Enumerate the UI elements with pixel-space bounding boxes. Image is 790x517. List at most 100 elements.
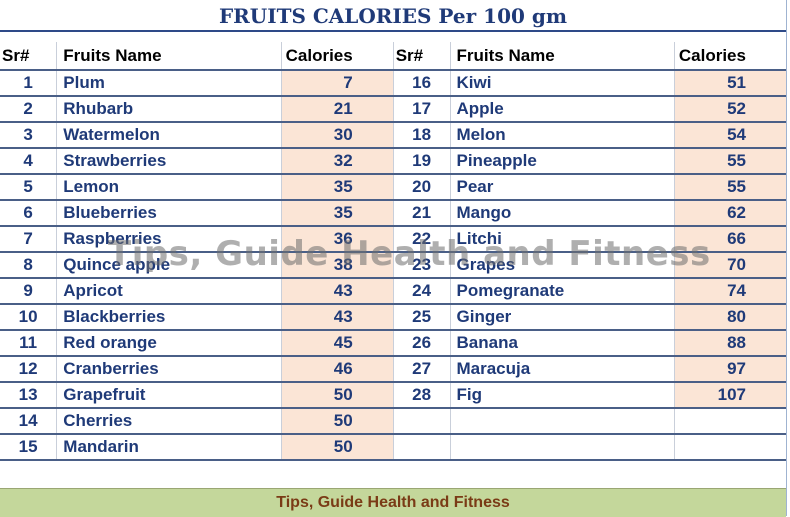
cell-fruit-name-right: Kiwi <box>449 70 675 97</box>
table-row: 6 Blueberries 35 21 Mango 62 <box>0 200 786 227</box>
cell-sr-left: 9 <box>0 278 57 305</box>
cell-sr-left: 8 <box>0 252 57 279</box>
table-row: 14 Cherries 50 <box>0 408 786 435</box>
calories-table: Sr# Fruits Name Calories Sr# Fruits Name… <box>0 42 786 461</box>
cell-sr-right: 18 <box>392 122 450 149</box>
cell-sr-right: 16 <box>392 70 450 97</box>
cell-fruit-name-left: Raspberries <box>56 226 282 253</box>
cell-sr-right <box>392 408 450 435</box>
cell-calories-right: 74 <box>673 278 786 305</box>
cell-calories-right: 54 <box>673 122 786 149</box>
cell-fruit-name-right: Fig <box>449 382 675 409</box>
cell-sr-right: 26 <box>392 330 450 357</box>
cell-sr-right: 25 <box>392 304 450 331</box>
table-row: 2 Rhubarb 21 17 Apple 52 <box>0 96 786 123</box>
table-title: FRUITS CALORIES Per 100 gm <box>0 0 786 32</box>
cell-calories-right: 107 <box>673 382 786 409</box>
cell-sr-left: 4 <box>0 148 57 175</box>
table-row: 12 Cranberries 46 27 Maracuja 97 <box>0 356 786 383</box>
cell-calories-left: 46 <box>280 356 394 383</box>
table-row: 7 Raspberries 36 22 Litchi 66 <box>0 226 786 253</box>
cell-sr-left: 5 <box>0 174 57 201</box>
header-row: Sr# Fruits Name Calories Sr# Fruits Name… <box>0 42 786 71</box>
cell-fruit-name-left: Plum <box>56 70 282 97</box>
cell-fruit-name-left: Watermelon <box>56 122 282 149</box>
cell-sr-left: 6 <box>0 200 57 227</box>
cell-fruit-name-right: Mango <box>449 200 675 227</box>
cell-sr-left: 1 <box>0 70 57 97</box>
table-row: 15 Mandarin 50 <box>0 434 786 461</box>
cell-calories-right: 97 <box>673 356 786 383</box>
cell-sr-left: 15 <box>0 434 57 461</box>
header-sr-right: Sr# <box>392 42 450 71</box>
cell-fruit-name-left: Rhubarb <box>56 96 282 123</box>
cell-sr-right: 22 <box>392 226 450 253</box>
header-sr-left: Sr# <box>0 42 57 71</box>
cell-sr-right: 27 <box>392 356 450 383</box>
cell-sr-right: 20 <box>392 174 450 201</box>
cell-calories-left: 35 <box>280 174 394 201</box>
cell-fruit-name-right <box>449 408 675 435</box>
cell-sr-left: 13 <box>0 382 57 409</box>
cell-calories-left: 30 <box>280 122 394 149</box>
table-row: 10 Blackberries 43 25 Ginger 80 <box>0 304 786 331</box>
cell-calories-right: 62 <box>673 200 786 227</box>
cell-fruit-name-left: Blackberries <box>56 304 282 331</box>
table-row: 3 Watermelon 30 18 Melon 54 <box>0 122 786 149</box>
footer-banner: Tips, Guide Health and Fitness <box>0 488 786 517</box>
cell-sr-right: 19 <box>392 148 450 175</box>
cell-fruit-name-right: Ginger <box>449 304 675 331</box>
cell-calories-left: 50 <box>280 434 394 461</box>
cell-fruit-name-left: Red orange <box>56 330 282 357</box>
table-row: 13 Grapefruit 50 28 Fig 107 <box>0 382 786 409</box>
cell-sr-left: 14 <box>0 408 57 435</box>
cell-sr-right: 23 <box>392 252 450 279</box>
cell-calories-left: 45 <box>280 330 394 357</box>
cell-sr-left: 3 <box>0 122 57 149</box>
cell-sr-right: 17 <box>392 96 450 123</box>
cell-fruit-name-right: Litchi <box>449 226 675 253</box>
cell-fruit-name-left: Apricot <box>56 278 282 305</box>
cell-calories-left: 50 <box>280 408 394 435</box>
cell-fruit-name-left: Cranberries <box>56 356 282 383</box>
cell-fruit-name-left: Quince apple <box>56 252 282 279</box>
cell-fruit-name-left: Mandarin <box>56 434 282 461</box>
cell-calories-left: 50 <box>280 382 394 409</box>
cell-calories-left: 21 <box>280 96 394 123</box>
cell-calories-left: 36 <box>280 226 394 253</box>
cell-calories-right: 52 <box>673 96 786 123</box>
cell-calories-left: 7 <box>280 70 394 97</box>
cell-calories-right: 55 <box>673 174 786 201</box>
cell-calories-right: 88 <box>673 330 786 357</box>
table-row: 8 Quince apple 38 23 Grapes 70 <box>0 252 786 279</box>
cell-sr-left: 12 <box>0 356 57 383</box>
header-cal-left: Calories <box>280 42 394 71</box>
cell-calories-right: 51 <box>673 70 786 97</box>
cell-fruit-name-right: Apple <box>449 96 675 123</box>
cell-fruit-name-left: Blueberries <box>56 200 282 227</box>
table-row: 1 Plum 7 16 Kiwi 51 <box>0 70 786 97</box>
cell-fruit-name-right: Melon <box>449 122 675 149</box>
cell-fruit-name-right: Banana <box>449 330 675 357</box>
cell-calories-left: 38 <box>280 252 394 279</box>
cell-fruit-name-left: Strawberries <box>56 148 282 175</box>
table-row: 9 Apricot 43 24 Pomegranate 74 <box>0 278 786 305</box>
cell-fruit-name-right: Grapes <box>449 252 675 279</box>
cell-fruit-name-left: Cherries <box>56 408 282 435</box>
cell-calories-right <box>673 408 786 435</box>
cell-sr-right: 24 <box>392 278 450 305</box>
cell-calories-left: 43 <box>280 304 394 331</box>
cell-calories-left: 35 <box>280 200 394 227</box>
cell-calories-right: 66 <box>673 226 786 253</box>
cell-calories-left: 32 <box>280 148 394 175</box>
cell-calories-right: 55 <box>673 148 786 175</box>
cell-fruit-name-right: Pear <box>449 174 675 201</box>
table-row: 5 Lemon 35 20 Pear 55 <box>0 174 786 201</box>
cell-calories-left: 43 <box>280 278 394 305</box>
header-name-right: Fruits Name <box>449 42 675 71</box>
cell-fruit-name-left: Grapefruit <box>56 382 282 409</box>
cell-sr-right: 21 <box>392 200 450 227</box>
cell-fruit-name-right: Pineapple <box>449 148 675 175</box>
table-row: 4 Strawberries 32 19 Pineapple 55 <box>0 148 786 175</box>
